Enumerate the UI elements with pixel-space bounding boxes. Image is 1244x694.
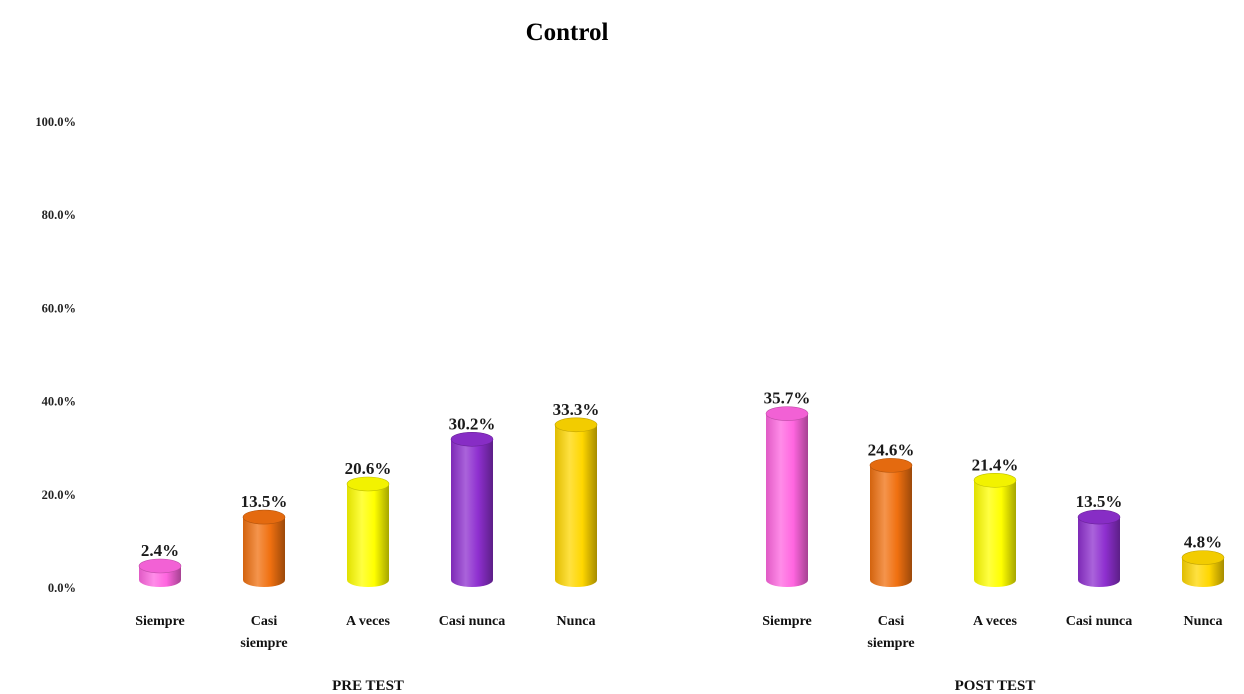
category-label: Nunca [1184, 614, 1223, 629]
y-tick-label: 40.0% [42, 395, 76, 409]
bar-top [1077, 509, 1121, 525]
y-tick-label: 100.0% [35, 115, 76, 129]
bar-top [554, 417, 598, 433]
y-tick-label: 80.0% [42, 208, 76, 222]
bar-body [1182, 557, 1224, 587]
data-label: 20.6% [345, 459, 392, 478]
bar-post-test-a-veces [973, 472, 1017, 587]
data-label: 24.6% [868, 440, 915, 459]
data-label: 4.8% [1184, 533, 1222, 552]
category-label: Siempre [762, 614, 812, 629]
bar-top [346, 476, 390, 492]
category-label: Casi nunca [1066, 614, 1133, 629]
bar-body [243, 517, 285, 587]
category-label: A veces [346, 614, 390, 629]
y-tick-label: 20.0% [42, 488, 76, 502]
bar-post-test-casi-siempre [869, 458, 913, 587]
group-labels: PRE TEST POST TEST [332, 678, 1035, 694]
data-label: 35.7% [764, 389, 811, 408]
chart-title: Control [526, 19, 609, 46]
category-label: siempre [867, 636, 914, 651]
data-label: 2.4% [141, 541, 179, 560]
bars: 2.4% 13.5% 20.6% 30.2% 33.3% 35.7% 24.6% 21.4% 1… [138, 389, 1225, 587]
bar-body [870, 465, 912, 587]
bar-pre-test-nunca [554, 417, 598, 587]
category-label: siempre [240, 636, 287, 651]
data-label: 21.4% [972, 455, 1019, 474]
bar-body [974, 480, 1016, 587]
category-label: Casi [878, 614, 905, 629]
y-tick-label: 60.0% [42, 301, 76, 315]
category-label: A veces [973, 614, 1017, 629]
bar-body [451, 439, 493, 587]
bar-top [242, 509, 286, 525]
bar-top [450, 431, 494, 447]
y-tick-label: 0.0% [48, 581, 76, 595]
group-label-pre-test: PRE TEST [332, 678, 404, 694]
bar-post-test-siempre [765, 406, 809, 587]
data-label: 13.5% [1076, 492, 1123, 511]
group-label-post-test: POST TEST [955, 678, 1036, 694]
bar-pre-test-casi-nunca [450, 431, 494, 587]
bar-body [555, 424, 597, 587]
category-label: Nunca [557, 614, 596, 629]
bar-pre-test-a-veces [346, 476, 390, 587]
bar-pre-test-casi-siempre [242, 509, 286, 587]
bar-body [347, 484, 389, 587]
data-label: 30.2% [449, 414, 496, 433]
bar-top [973, 472, 1017, 488]
bar-pre-test-siempre [138, 558, 182, 587]
bar-top [1181, 550, 1225, 565]
category-labels: Siempre Casi siempre A veces Casi nunca Nunca… [135, 614, 1222, 651]
data-label: 33.3% [553, 400, 600, 419]
category-label: Casi [251, 614, 278, 629]
bar-top [138, 558, 182, 574]
category-label: Siempre [135, 614, 185, 629]
data-label: 13.5% [241, 492, 288, 511]
bar-top [765, 406, 809, 421]
bar-body [766, 413, 808, 587]
bar-post-test-nunca [1181, 550, 1225, 587]
bar-top [869, 458, 913, 473]
category-label: Casi nunca [439, 614, 506, 629]
bar-post-test-casi-nunca [1077, 509, 1121, 587]
bar-body [1078, 517, 1120, 587]
y-axis: 0.0% 20.0% 40.0% 60.0% 80.0% 100.0% [35, 115, 76, 595]
